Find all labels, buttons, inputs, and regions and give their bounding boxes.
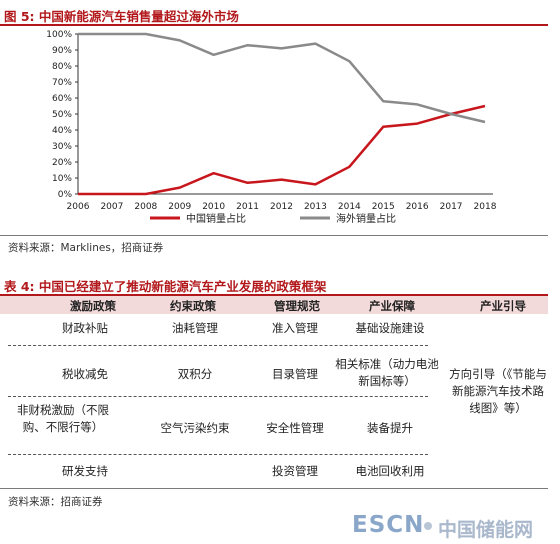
header-incentive: 激励政策 — [70, 299, 116, 313]
table-cell: 准入管理 — [272, 321, 318, 335]
y-tick-label: 40% — [52, 126, 72, 136]
table-cell: 基础设施建设 — [355, 321, 425, 335]
table-cell: 财政补贴 — [62, 321, 108, 335]
y-tick-label: 70% — [52, 78, 72, 88]
y-tick-label: 80% — [52, 62, 72, 72]
figure-title-rule — [0, 24, 548, 26]
table-cell: 非财税激励（不限购、不限行等） — [17, 403, 109, 434]
table-cell: 装备提升 — [367, 421, 413, 435]
y-tick-label: 0% — [58, 190, 73, 200]
legend-label: 中国销量占比 — [186, 212, 246, 225]
row-divider — [8, 454, 428, 455]
x-tick-label: 2015 — [372, 202, 395, 212]
x-tick-label: 2008 — [134, 202, 157, 212]
watermark-dot-icon — [424, 522, 432, 530]
header-guidance: 产业引导 — [480, 299, 526, 313]
x-tick-label: 2018 — [474, 202, 497, 212]
row-divider — [8, 345, 428, 346]
header-constraint: 约束政策 — [170, 299, 216, 313]
table-cell: 空气污染约束 — [160, 421, 230, 435]
watermark-logo: ESCN — [352, 512, 425, 538]
table-cell: 电池回收利用 — [355, 464, 425, 478]
x-tick-label: 2013 — [304, 202, 327, 212]
table-cell: 油耗管理 — [172, 321, 218, 335]
x-tick-label: 2016 — [406, 202, 429, 212]
figure-source: 资料来源：Marklines，招商证券 — [8, 242, 164, 254]
table-source: 资料来源：招商证券 — [8, 496, 103, 508]
y-tick-label: 90% — [52, 46, 72, 56]
overseas-share-line — [78, 32, 486, 124]
figure-title: 图 5: 中国新能源汽车销售量超过海外市场 — [4, 9, 239, 24]
y-tick-label: 60% — [52, 94, 72, 104]
x-tick-label: 2012 — [270, 202, 293, 212]
table-title-rule — [0, 294, 548, 296]
x-tick-label: 2007 — [100, 202, 123, 212]
header-management: 管理规范 — [274, 299, 320, 313]
y-tick-label: 100% — [46, 30, 72, 40]
x-tick-label: 2006 — [67, 202, 90, 212]
guidance-cell: 方向引导（《节能与新能源汽车技术路线图》等） — [449, 367, 547, 415]
x-tick-label: 2011 — [236, 202, 259, 212]
x-tick-label: 2009 — [168, 202, 191, 212]
table-cell: 研发支持 — [62, 464, 108, 478]
y-tick-label: 30% — [52, 142, 72, 152]
row-divider — [8, 396, 428, 397]
figure-bottom-rule — [0, 235, 548, 236]
x-tick-label: 2010 — [202, 202, 225, 212]
table-bottom-rule — [0, 488, 548, 489]
china-share-line — [78, 104, 486, 196]
x-tick-label: 2017 — [440, 202, 463, 212]
table-cell: 目录管理 — [272, 367, 318, 381]
table-cell: 相关标准（动力电池新国标等） — [335, 357, 439, 388]
table-cell: 投资管理 — [272, 464, 318, 478]
table-cell: 双积分 — [177, 367, 213, 381]
table-title: 表 4: 中国已经建立了推动新能源汽车产业发展的政策框架 — [4, 279, 327, 294]
table-cell: 安全性管理 — [266, 421, 324, 435]
header-support: 产业保障 — [369, 299, 415, 313]
table-header-row — [0, 296, 548, 314]
y-tick-label: 10% — [52, 174, 72, 184]
table-cell: 税收减免 — [62, 367, 108, 381]
y-tick-label: 50% — [52, 110, 72, 120]
legend-label: 海外销量占比 — [336, 212, 396, 225]
y-tick-label: 20% — [52, 158, 72, 168]
watermark-text: 中国储能网 — [438, 519, 534, 541]
line-chart: 0% 10% 20% 30% 40% 50% 60% 70% 80% 90% 100% 2006 20… — [46, 30, 497, 225]
x-tick-label: 2014 — [338, 202, 361, 212]
